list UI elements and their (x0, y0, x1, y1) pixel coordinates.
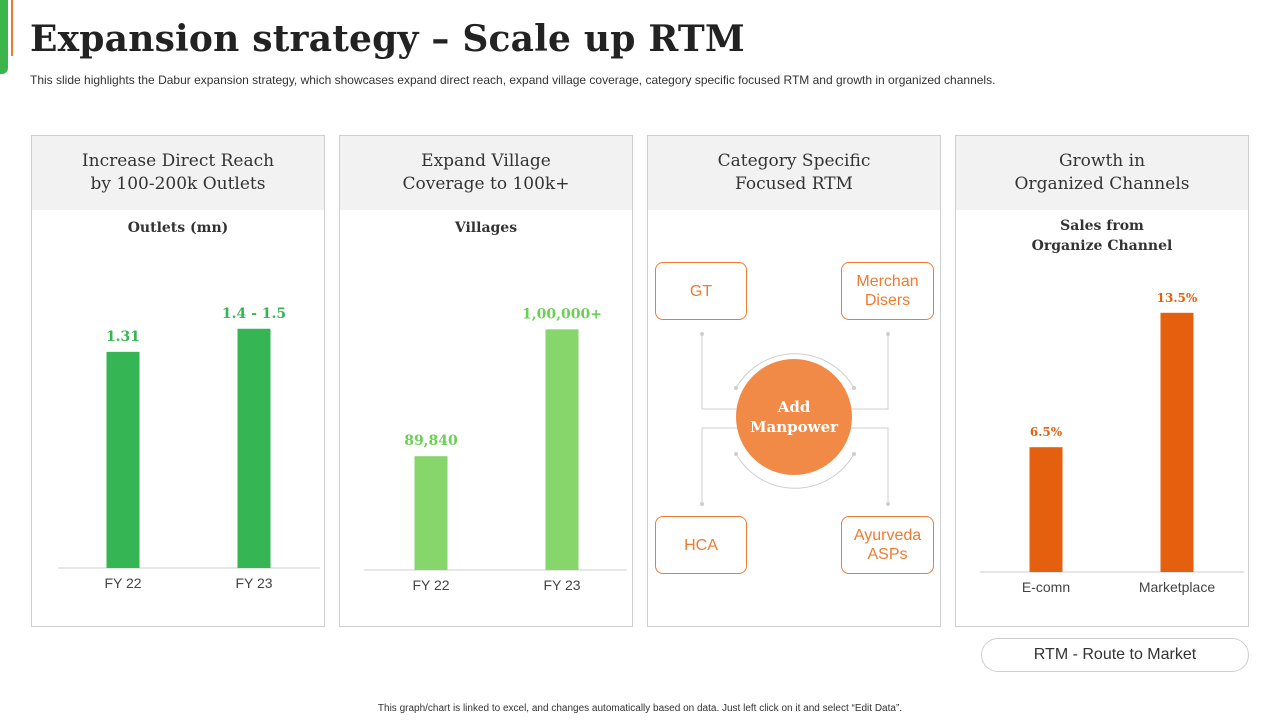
tick-label: FY 23 (235, 575, 272, 591)
page-title: Expansion strategy – Scale up RTM (30, 18, 745, 60)
rtm-legend: RTM - Route to Market (981, 638, 1249, 672)
bar-marketplace[interactable] (1160, 312, 1194, 572)
data-label: 13.5% (1157, 291, 1198, 305)
bar-fy-23[interactable] (545, 329, 579, 570)
data-label: 89,840 (404, 433, 458, 449)
card-heading: Increase Direct Reach by 100-200k Outlet… (32, 136, 324, 210)
villages-chart[interactable]: 89,840 FY 22 1,00,000+ FY 23 (340, 136, 634, 628)
bar-fy-22[interactable] (414, 456, 448, 570)
tick-label: FY 23 (543, 577, 580, 593)
rtm-node-ayurveda-asps[interactable]: Ayurveda ASPs (841, 516, 934, 574)
outlets-chart[interactable]: 1.31 FY 22 1.4 - 1.5 FY 23 (32, 136, 326, 628)
rtm-connector-diagram (700, 332, 890, 506)
accent-line (11, 0, 13, 56)
data-label: 1.4 - 1.5 (222, 306, 286, 322)
data-label: 6.5% (1030, 425, 1063, 439)
tick-label: E-comn (1022, 579, 1070, 595)
card-village-coverage: Expand Village Coverage to 100k+ Village… (339, 135, 633, 627)
card-heading: Growth in Organized Channels (956, 136, 1248, 210)
card-focused-rtm: Category Specific Focused RTM GT Merchan… (647, 135, 941, 627)
data-label: 1.31 (106, 329, 140, 345)
accent-bar (0, 0, 8, 74)
chart-title: Outlets (mn) (127, 220, 229, 236)
rtm-node-merchandisers[interactable]: Merchan Disers (841, 262, 934, 320)
card-organized-channels: Growth in Organized Channels Sales from … (955, 135, 1249, 627)
rtm-node-hca[interactable]: HCA (655, 516, 747, 574)
bar-e-comn[interactable] (1029, 447, 1063, 572)
card-heading: Expand Village Coverage to 100k+ (340, 136, 632, 210)
chart-title: Sales from Organize Channel (1031, 218, 1173, 254)
tick-label: FY 22 (104, 575, 141, 591)
tick-label: Marketplace (1139, 579, 1215, 595)
rtm-node-gt[interactable]: GT (655, 262, 747, 320)
bar-fy-22[interactable] (106, 351, 140, 568)
card-direct-reach: Increase Direct Reach by 100-200k Outlet… (31, 135, 325, 627)
card-heading: Category Specific Focused RTM (648, 136, 940, 210)
footnote: This graph/chart is linked to excel, and… (377, 703, 903, 714)
bar-fy-23[interactable] (237, 328, 271, 568)
chart-title: Villages (454, 220, 518, 236)
tick-label: FY 22 (412, 577, 449, 593)
data-label: 1,00,000+ (522, 306, 602, 322)
organized-channel-chart[interactable]: 6.5% E-comn 13.5% Marketplace (956, 136, 1250, 628)
add-manpower-hub[interactable]: Add Manpower (736, 359, 852, 475)
page-subtitle: This slide highlights the Dabur expansio… (30, 73, 996, 87)
